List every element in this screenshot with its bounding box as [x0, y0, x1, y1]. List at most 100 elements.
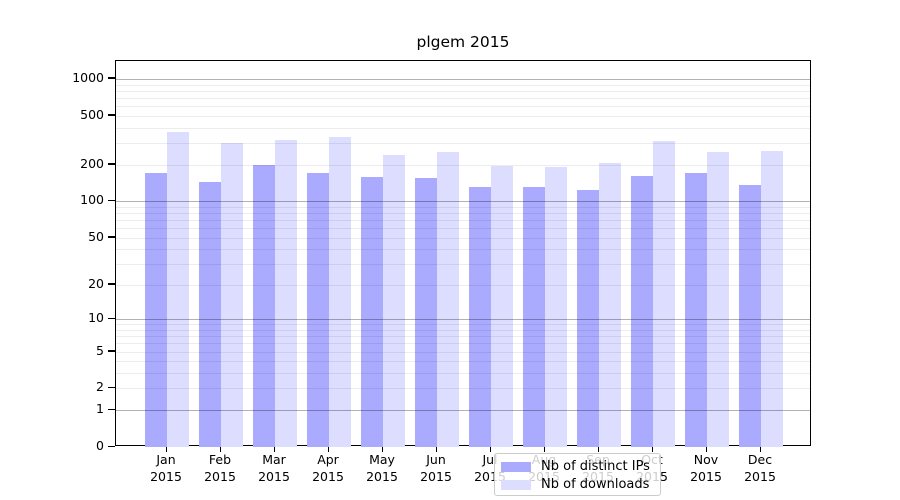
- bar-ips-feb: [199, 181, 221, 447]
- x-axis-label-jan: Jan 2015: [136, 452, 196, 485]
- bar-ips-nov: [685, 172, 707, 447]
- x-axis-tick-jun: [435, 446, 437, 452]
- x-axis-label-month: Nov: [693, 452, 719, 467]
- x-axis-tick-sep: [597, 446, 599, 452]
- bar-downloads-aug: [545, 167, 567, 447]
- chart-title: plgem 2015: [416, 33, 510, 51]
- x-axis-label-year: 2015: [312, 468, 344, 484]
- bar-downloads-apr: [329, 137, 351, 447]
- x-axis-tick-aug: [543, 446, 545, 452]
- x-axis-tick-apr: [327, 446, 329, 452]
- y-axis-tick-label-50: 50: [88, 228, 104, 244]
- x-axis-label-year: 2015: [420, 468, 452, 484]
- gridline-minor-20: [116, 284, 810, 286]
- gridline-minor-80: [116, 212, 810, 214]
- gridline-major-10: [116, 319, 810, 321]
- x-axis-label-nov: Nov 2015: [676, 452, 736, 485]
- x-axis-label-month: Mar: [262, 452, 286, 467]
- gridline-minor-600: [116, 106, 810, 108]
- legend-label-downloads: Nb of downloads: [541, 476, 650, 492]
- x-axis-label-dec: Dec 2015: [730, 452, 790, 485]
- bar-downloads-oct: [653, 141, 675, 447]
- y-axis-tick-label-20: 20: [88, 275, 104, 291]
- x-axis-tick-nov: [705, 446, 707, 452]
- bar-ips-jan: [145, 172, 167, 447]
- gridline-minor-90: [116, 206, 810, 208]
- legend-swatch-downloads: [501, 479, 531, 490]
- gridline-major-1000: [116, 78, 810, 80]
- bar-ips-mar: [253, 164, 275, 447]
- bar-ips-sep: [577, 189, 599, 447]
- bar-ips-oct: [631, 175, 653, 447]
- x-axis-tick-mar: [273, 446, 275, 452]
- gridline-minor-50: [116, 237, 810, 239]
- y-axis-tick-1: [108, 408, 115, 411]
- gridline-minor-40: [116, 249, 810, 251]
- gridline-minor-70: [116, 219, 810, 221]
- bar-ips-dec: [739, 184, 761, 447]
- bar-downloads-dec: [761, 150, 783, 447]
- x-axis-label-may: May 2015: [352, 452, 412, 485]
- y-axis-tick-1000: [108, 77, 115, 79]
- y-axis-tick-label-100: 100: [80, 192, 104, 208]
- x-axis-label-year: 2015: [690, 468, 722, 484]
- x-axis-label-mar: Mar 2015: [244, 452, 304, 485]
- gridline-minor-5: [116, 351, 810, 353]
- bar-ips-jun: [415, 178, 437, 447]
- x-axis-tick-may: [381, 446, 383, 452]
- gridline-minor-500: [116, 115, 810, 117]
- y-axis-tick-10: [108, 317, 115, 320]
- y-axis-tick-100: [108, 199, 115, 202]
- gridline-minor-2: [116, 388, 810, 390]
- bar-ips-may: [361, 177, 383, 447]
- gridline-minor-8: [116, 329, 810, 331]
- x-axis-tick-dec: [759, 446, 761, 452]
- gridline-minor-300: [116, 143, 810, 144]
- bar-downloads-jun: [437, 151, 459, 447]
- x-axis-label-year: 2015: [744, 468, 776, 484]
- bar-ips-jul: [469, 187, 491, 447]
- gridline-minor-7: [116, 336, 810, 338]
- gridline-minor-6: [116, 343, 810, 345]
- legend-item-distinct-ips: Nb of distinct IPs: [501, 458, 660, 475]
- y-axis-tick-200: [108, 163, 115, 165]
- gridline-minor-9: [116, 324, 810, 326]
- y-axis-tick-label-1: 1: [96, 401, 104, 417]
- gridline-major-1: [116, 410, 810, 412]
- x-axis-label-jun: Jun 2015: [406, 452, 466, 485]
- plot-area: Nb of distinct IPs Nb of downloads: [115, 60, 811, 496]
- gridline-minor-700: [116, 97, 810, 99]
- x-axis-label-month: Feb: [208, 452, 232, 467]
- y-axis-tick-label-10: 10: [88, 310, 104, 326]
- gridline-minor-900: [116, 84, 810, 86]
- x-axis-label-month: Apr: [317, 452, 339, 467]
- gridline-minor-4: [116, 361, 810, 363]
- x-axis-label-month: Jan: [156, 452, 176, 467]
- y-axis-tick-50: [108, 236, 115, 238]
- y-axis-tick-5: [108, 350, 115, 352]
- x-axis-label-year: 2015: [258, 468, 290, 484]
- x-axis-label-year: 2015: [204, 468, 236, 484]
- bar-downloads-feb: [221, 143, 243, 447]
- gridline-minor-400: [116, 127, 810, 129]
- gridline-minor-200: [116, 164, 810, 166]
- y-axis-tick-label-2: 2: [96, 379, 104, 395]
- y-axis-tick-label-1000: 1000: [72, 69, 104, 85]
- bar-downloads-jul: [491, 165, 513, 447]
- y-axis-tick-label-0: 0: [96, 438, 104, 453]
- x-axis-tick-oct: [651, 446, 653, 452]
- bar-downloads-nov: [707, 151, 729, 447]
- x-axis-label-year: 2015: [366, 468, 398, 484]
- x-axis-tick-jan: [165, 446, 167, 452]
- x-axis-label-month: May: [369, 452, 395, 467]
- y-axis-tick-2: [108, 386, 115, 389]
- bar-downloads-mar: [275, 140, 297, 447]
- y-axis-tick-500: [108, 114, 115, 116]
- legend: Nb of distinct IPs Nb of downloads: [494, 453, 661, 496]
- legend-item-downloads: Nb of downloads: [501, 476, 660, 493]
- bar-downloads-may: [383, 154, 405, 447]
- y-axis-tick-20: [108, 283, 115, 285]
- bar-ips-apr: [307, 173, 329, 447]
- x-axis-label-apr: Apr 2015: [298, 452, 358, 485]
- bar-downloads-jan: [167, 131, 189, 447]
